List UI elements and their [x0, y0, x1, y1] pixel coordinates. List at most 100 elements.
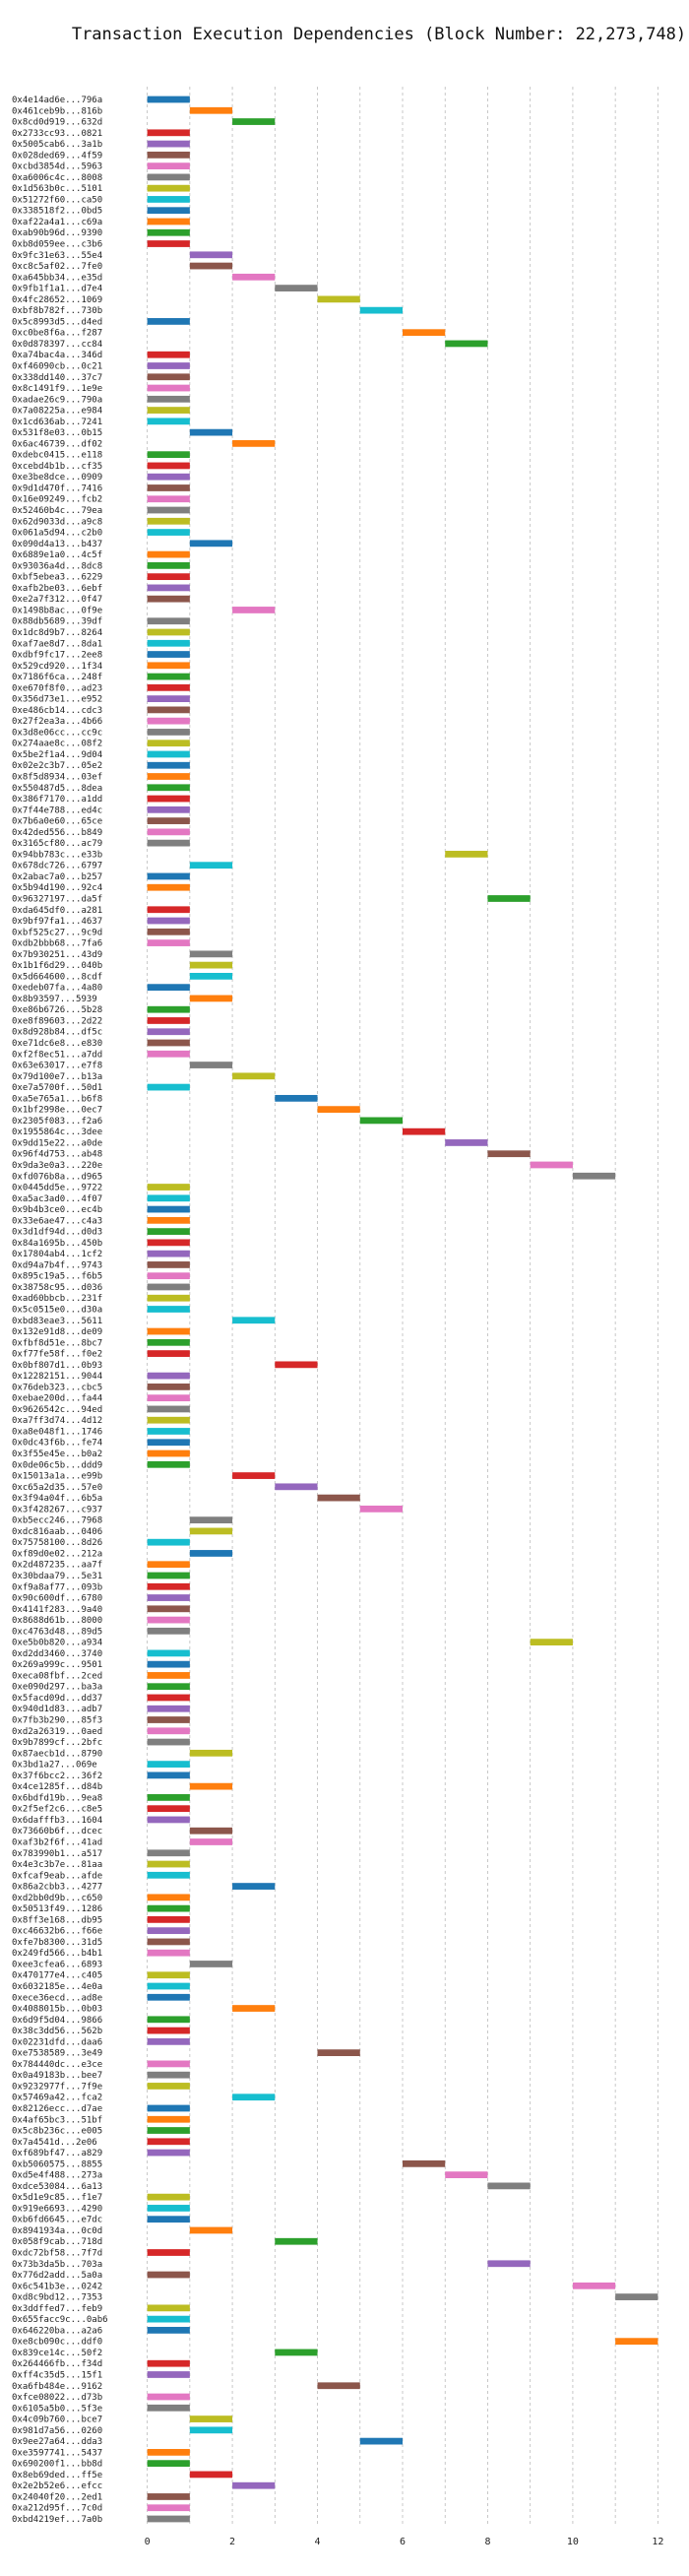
tx-hash-label: 0x88db5689...39df [12, 617, 102, 627]
tx-bar [147, 2327, 190, 2334]
tx-hash-label: 0x8b93597...5939 [12, 995, 97, 1004]
tx-hash-label: 0x63e63017...e7f8 [12, 1062, 102, 1071]
tx-hash-label: 0xdce53084...6a13 [12, 2182, 102, 2192]
tx-bar [189, 862, 233, 869]
tx-bar [147, 729, 190, 736]
tx-hash-label: 0x9da3e0a3...220e [12, 1161, 102, 1171]
tx-hash-label: 0xd2a26319...0aed [12, 1727, 102, 1737]
tx-hash-label: 0xdb2bbb68...7fa6 [12, 939, 102, 949]
tx-bar [147, 140, 190, 148]
tx-bar [147, 384, 190, 392]
tx-hash-label: 0x8f5d8934...03ef [12, 773, 102, 783]
tx-bar [147, 917, 190, 925]
tx-bar [147, 1338, 190, 1346]
tx-hash-label: 0xaf22a4a1...c69a [12, 218, 102, 227]
tx-bar [189, 950, 233, 958]
tx-bar [147, 761, 190, 769]
tx-hash-label: 0x6d9f5d04...9866 [12, 2016, 102, 2026]
x-axis-labels: 0 2 4 6 8 10 12 [145, 2537, 664, 2547]
tx-hash-label: 0x5be2f1a4...9d04 [12, 750, 102, 760]
tx-hash-label: 0xafb2be03...6ebf [12, 584, 102, 594]
tx-bar [189, 1550, 233, 1557]
tx-hash-label: 0xcbd3854d...5963 [12, 162, 102, 172]
tx-bar [189, 2471, 233, 2479]
tx-bar [189, 2426, 233, 2434]
tx-hash-label: 0x132e91d8...de09 [12, 1327, 102, 1337]
tx-hash-label: 0x57469a42...fca2 [12, 2093, 102, 2103]
tx-hash-label: 0x4af65bc3...51bf [12, 2115, 102, 2125]
tx-bar [147, 1982, 190, 1990]
tx-bar [147, 1050, 190, 1058]
tx-bar [147, 750, 190, 758]
tx-bar [147, 984, 190, 992]
tx-bar [147, 1927, 190, 1935]
tx-hash-label: 0xfe7b8300...31d5 [12, 1938, 102, 1948]
tx-bar [147, 351, 190, 358]
tx-hash-label: 0x940d1d83...adb7 [12, 1705, 102, 1714]
tx-bar [147, 706, 190, 714]
tx-hash-label: 0x02e2c3b7...05e2 [12, 761, 102, 771]
tx-bar [232, 118, 276, 125]
tx-bar [147, 2493, 190, 2500]
tx-hash-label: 0x5c8993d5...d4ed [12, 317, 102, 327]
tx-bar [147, 1705, 190, 1712]
tx-hash-label: 0x5c8b236c...e005 [12, 2127, 102, 2137]
tx-bar [147, 1005, 190, 1013]
tx-hash-label: 0xe090d297...ba3a [12, 1683, 102, 1693]
tx-bar [147, 1350, 190, 1357]
tx-hash-label: 0xc0be8f6a...f287 [12, 329, 102, 339]
tx-bar [232, 273, 276, 281]
tx-bar [147, 817, 190, 824]
tx-hash-label: 0x529cd920...1f34 [12, 662, 102, 672]
tx-hash-label: 0x9fb1f1a1...d7e4 [12, 285, 102, 294]
tx-bar [359, 306, 403, 314]
tx-bar [445, 1139, 488, 1146]
tx-bar [275, 285, 318, 291]
tx-hash-label: 0x6105a5b0...5f3e [12, 2404, 102, 2414]
tx-hash-label: 0x4ce1285f...d84b [12, 1782, 102, 1792]
tx-hash-label: 0x6dafffb3...1604 [12, 1816, 102, 1826]
tx-bar [147, 1572, 190, 1579]
tx-hash-label: 0x6bdfd19b...9ea8 [12, 1793, 102, 1803]
x-tick-label: 2 [229, 2537, 235, 2547]
tx-bar [147, 939, 190, 946]
tx-bar [147, 1194, 190, 1202]
tx-bar [572, 2282, 616, 2289]
tx-hash-label: 0xfd076b8a...d965 [12, 1172, 102, 1182]
tx-hash-label: 0x338dd140...37c7 [12, 373, 102, 383]
tx-bar [189, 995, 233, 1002]
tx-bar [147, 196, 190, 203]
tx-bar [232, 440, 276, 447]
tx-hash-label: 0x1cd636ab...7241 [12, 418, 102, 427]
tx-bar [147, 96, 190, 103]
tx-hash-label: 0xad60bbcb...231f [12, 1294, 102, 1304]
tx-hash-label: 0xfbf8d51e...8bc7 [12, 1338, 102, 1348]
tx-bar [147, 1805, 190, 1813]
tx-bar [403, 329, 446, 337]
tx-hash-label: 0x79d100e7...b13a [12, 1072, 102, 1082]
tx-bar [147, 1384, 190, 1390]
tx-hash-label: 0xebae200d...fa44 [12, 1394, 102, 1404]
tx-bar [189, 1961, 233, 1967]
tx-hash-label: 0xa74bac4a...346d [12, 351, 102, 360]
tx-bar [147, 1894, 190, 1901]
tx-bar [147, 883, 190, 891]
tx-hash-label: 0xa5e765a1...b6f8 [12, 1094, 102, 1104]
tx-bar [530, 1639, 573, 1646]
tx-hash-label: 0xd2dd3460...3740 [12, 1649, 102, 1659]
tx-hash-label: 0xf9a8af77...093b [12, 1582, 102, 1592]
tx-hash-label: 0x75758100...8d26 [12, 1538, 102, 1548]
tx-hash-label: 0x274aae8c...08f2 [12, 740, 102, 749]
tx-bar [147, 1738, 190, 1746]
tx-bar [487, 2260, 531, 2268]
tx-bar [232, 607, 276, 613]
tx-hash-label: 0xfce08022...d73b [12, 2393, 102, 2403]
tx-bar [147, 484, 190, 491]
tx-bar [147, 683, 190, 691]
tx-hash-label: 0x94bb783c...e33b [12, 850, 102, 860]
tx-hash-label: 0x028ded69...4f59 [12, 151, 102, 161]
tx-hash-label: 0x2f5ef2c6...c8e5 [12, 1805, 102, 1815]
tx-hash-label: 0x8c1491f9...1e9e [12, 384, 102, 394]
tx-hash-label: 0x3d1df94d...d0d3 [12, 1228, 102, 1238]
